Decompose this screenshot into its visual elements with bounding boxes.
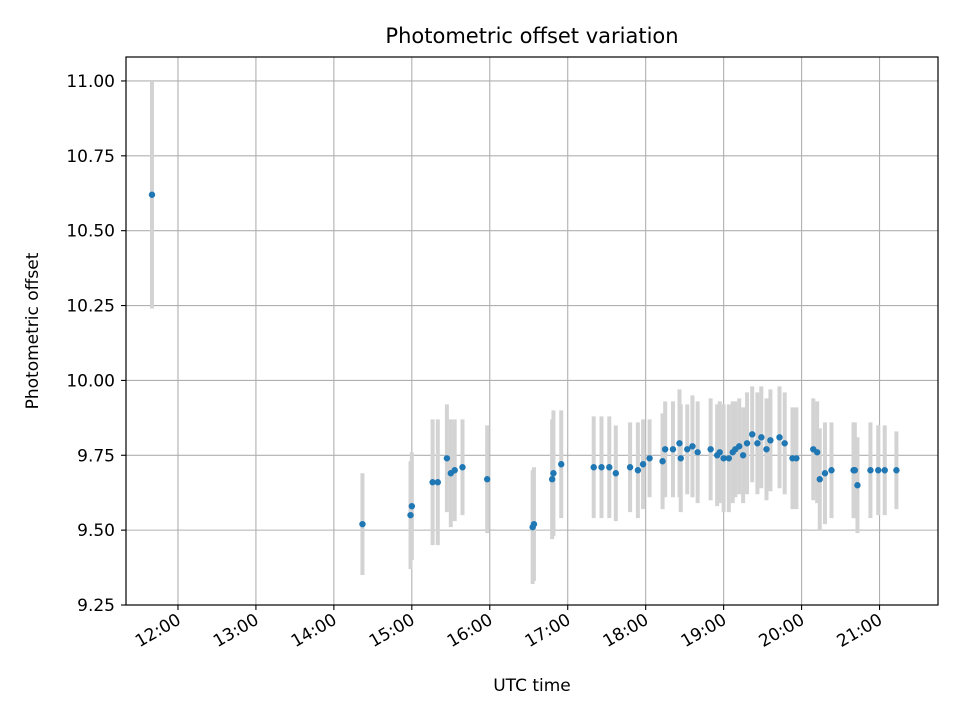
data-point [646, 455, 653, 462]
x-tick-label: 17:00 [522, 610, 574, 652]
data-point [881, 467, 888, 474]
data-point [606, 464, 613, 471]
x-tick-label: 12:00 [132, 610, 184, 652]
x-tick-label: 16:00 [444, 610, 496, 652]
data-point [359, 520, 366, 528]
x-tick-label: 13:00 [210, 610, 262, 652]
data-point [694, 449, 701, 456]
data-point [754, 440, 761, 447]
chart-title: Photometric offset variation [385, 24, 678, 48]
data-point [598, 464, 605, 471]
data-point [634, 467, 642, 474]
x-tick-label: 15:00 [366, 610, 418, 652]
data-point [661, 446, 669, 453]
x-tick-label: 14:00 [288, 610, 340, 652]
data-point [659, 458, 666, 465]
data-point [434, 479, 442, 486]
y-tick-label: 10.25 [66, 297, 115, 317]
y-tick-label: 9.75 [77, 446, 115, 466]
x-axis-label: UTC time [493, 676, 571, 696]
data-point [669, 446, 677, 453]
data-point [612, 470, 619, 477]
data-point [639, 461, 647, 468]
data-point [725, 455, 733, 462]
data-point [851, 467, 859, 474]
data-points [148, 191, 900, 531]
data-point [743, 440, 751, 447]
x-axis-ticks: 12:00 13:00 14:00 15:00 16:00 17:00 18:00 19:00… [132, 605, 886, 652]
data-point [767, 437, 774, 444]
data-point [408, 502, 416, 510]
data-point [548, 476, 556, 483]
data-point [558, 461, 565, 468]
data-point [407, 511, 414, 519]
data-point [720, 455, 727, 462]
data-point [443, 455, 451, 462]
y-tick-label: 9.50 [77, 521, 115, 541]
x-tick-label: 18:00 [600, 610, 652, 652]
data-point [550, 470, 557, 477]
data-point [813, 449, 821, 456]
data-point [854, 482, 861, 489]
x-tick-label: 19:00 [678, 610, 730, 652]
data-point [875, 467, 882, 474]
y-tick-label: 11.00 [66, 72, 115, 92]
y-tick-label: 10.00 [66, 371, 115, 391]
data-point [707, 446, 714, 453]
data-point [821, 470, 829, 477]
y-tick-label: 10.75 [66, 147, 115, 167]
data-point [459, 464, 466, 471]
data-point [781, 440, 788, 447]
data-point [739, 452, 747, 459]
data-point [816, 476, 823, 483]
data-point [530, 520, 538, 528]
data-point [736, 443, 743, 450]
data-point [763, 446, 770, 453]
data-point [590, 464, 597, 471]
y-tick-label: 9.25 [77, 596, 115, 616]
data-point [867, 467, 874, 474]
y-tick-label: 10.50 [66, 222, 115, 242]
data-point [689, 443, 696, 450]
data-point [148, 191, 156, 198]
data-point [684, 446, 691, 453]
x-tick-label: 20:00 [756, 610, 808, 652]
data-point [677, 455, 684, 462]
data-point [429, 479, 436, 486]
x-tick-label: 21:00 [834, 610, 886, 652]
data-point [483, 476, 491, 483]
data-point [793, 455, 800, 462]
data-point [758, 434, 765, 441]
plot-frame [125, 56, 939, 606]
y-axis-ticks: 9.25 9.50 9.75 10.00 10.25 10.50 10.75 11.00 [66, 72, 126, 616]
data-point [716, 449, 723, 456]
error-bars [149, 80, 899, 585]
y-axis-label: Photometric offset [23, 252, 43, 409]
data-point [676, 440, 683, 447]
data-point [749, 431, 756, 438]
data-point [776, 434, 783, 441]
grid-lines [126, 57, 938, 606]
data-point [828, 467, 835, 474]
data-point [893, 467, 900, 474]
data-point [626, 464, 634, 471]
data-point [451, 467, 458, 474]
